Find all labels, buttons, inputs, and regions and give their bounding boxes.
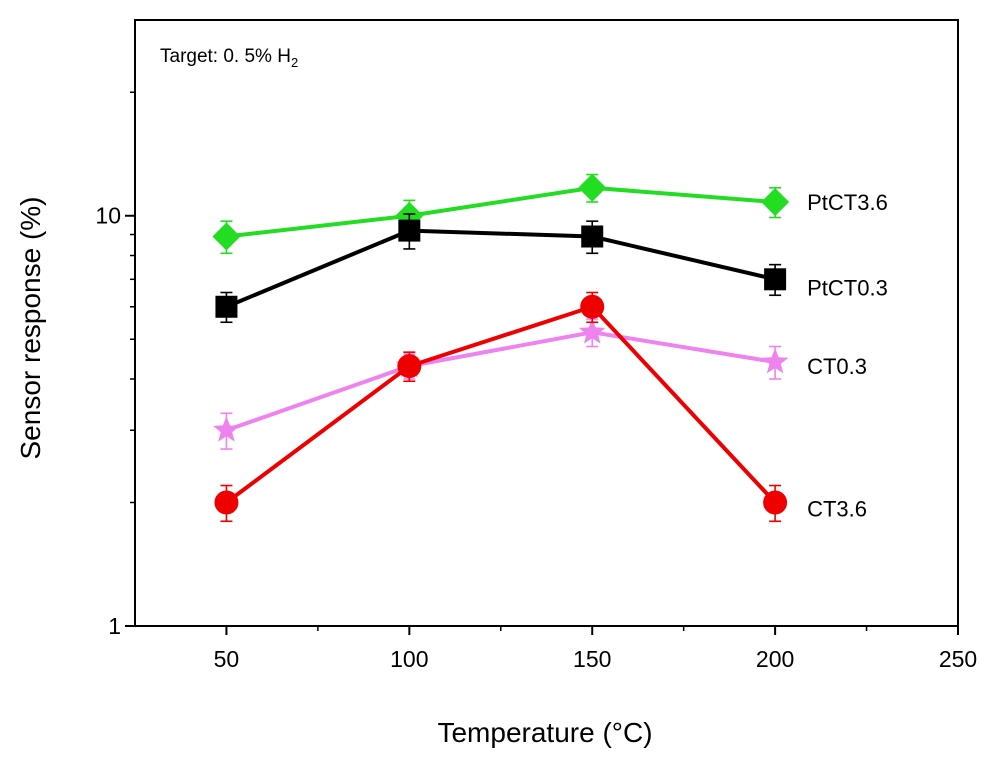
marker-CT3.6-100 xyxy=(397,354,422,379)
marker-CT0.3-200 xyxy=(761,348,789,374)
x-tick-label-100: 100 xyxy=(390,646,428,672)
marker-PtCT0.3-50 xyxy=(215,295,238,318)
marker-PtCT3.6-200 xyxy=(761,188,790,217)
series-label-PtCT0.3: PtCT0.3 xyxy=(807,275,888,300)
series-label-CT3.6: CT3.6 xyxy=(807,497,867,522)
marker-PtCT3.6-50 xyxy=(212,222,241,251)
series-CT3.6: CT3.6 xyxy=(214,291,867,523)
x-tick-label-250: 250 xyxy=(939,646,977,672)
series-CT0.3: CT0.3 xyxy=(213,318,867,450)
x-tick-label-150: 150 xyxy=(573,646,611,672)
y-tick-label-10: 10 xyxy=(95,203,121,229)
series-line-PtCT3.6 xyxy=(226,185,776,239)
x-tick-label-50: 50 xyxy=(214,646,240,672)
series-PtCT0.3: PtCT0.3 xyxy=(215,213,888,324)
series-label-CT0.3: CT0.3 xyxy=(807,354,867,379)
marker-CT3.6-150 xyxy=(580,294,605,319)
series-line-PtCT0.3 xyxy=(225,228,776,309)
x-tick-label-200: 200 xyxy=(756,646,794,672)
marker-CT0.3-50 xyxy=(213,416,240,442)
plot-frame xyxy=(134,19,959,627)
plot-border xyxy=(134,19,959,627)
marker-PtCT0.3-150 xyxy=(581,225,604,248)
marker-PtCT3.6-150 xyxy=(578,173,607,202)
annotation: Target: 0. 5% H2 xyxy=(160,46,298,70)
x-axis-title: Temperature (°C) xyxy=(437,717,652,748)
y-tick-label-1: 1 xyxy=(108,613,121,639)
marker-CT3.6-200 xyxy=(763,490,788,515)
marker-PtCT0.3-100 xyxy=(398,219,421,242)
y-axis-title: Sensor response (%) xyxy=(15,196,46,459)
marker-CT0.3-150 xyxy=(578,318,606,344)
series-PtCT3.6: PtCT3.6 xyxy=(212,173,888,255)
marker-CT3.6-50 xyxy=(214,490,239,515)
series-label-PtCT3.6: PtCT3.6 xyxy=(807,190,888,215)
series-line-CT0.3 xyxy=(225,330,776,433)
marker-PtCT0.3-200 xyxy=(764,268,787,291)
series-layer: PtCT3.6 PtCT0.3 CT0.3 CT3.6 xyxy=(212,173,888,523)
series-line-CT3.6 xyxy=(225,304,777,505)
ticks: 50 100 150 200 250 1 10 xyxy=(95,91,977,672)
